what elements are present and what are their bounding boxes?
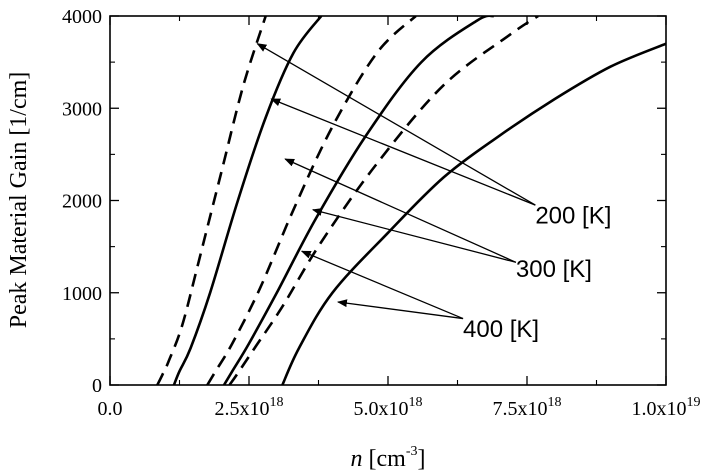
x-tick-label: 2.5x1018 bbox=[215, 395, 284, 420]
annotation-arrow-400-k bbox=[336, 299, 464, 320]
annotation-label-400-k: 400 [K] bbox=[463, 316, 539, 343]
annotation-arrow-300-k bbox=[311, 208, 517, 263]
plot-frame bbox=[109, 15, 667, 386]
annotation-label-200-k: 200 [K] bbox=[535, 202, 611, 229]
y-tick-label: 3000 bbox=[62, 98, 102, 120]
x-axis-title-unit: [cm bbox=[363, 446, 407, 472]
series-line-200-k-dashed bbox=[156, 16, 267, 385]
series-line-300-k-solid bbox=[222, 16, 494, 385]
annotation-arrow-300-k bbox=[284, 158, 517, 263]
series-line-300-k-dashed bbox=[206, 16, 417, 385]
annotation-arrow-200-k bbox=[270, 98, 536, 206]
series-line-400-k-dashed bbox=[228, 16, 539, 385]
y-axis-title: Peak Material Gain [1/cm] bbox=[6, 72, 32, 329]
x-tick-label: 1.0x1019 bbox=[632, 395, 701, 420]
y-tick-label: 2000 bbox=[62, 191, 102, 213]
x-axis-title: n [cm-3] bbox=[351, 444, 426, 472]
y-tick-label: 1000 bbox=[62, 283, 102, 305]
x-axis-title-exponent: -3 bbox=[406, 444, 418, 459]
y-tick-label: 0 bbox=[92, 375, 102, 397]
x-axis-title-close: ] bbox=[417, 446, 425, 472]
series-line-400-k-solid bbox=[281, 42, 666, 385]
tick-layer: 0 1000 2000 3000 4000 0.0 2.5x1018 5.0x1018 7.5x… bbox=[62, 6, 701, 420]
x-tick-label: 7.5x1018 bbox=[493, 395, 562, 420]
series-layer bbox=[156, 16, 666, 385]
x-tick-label: 0.0 bbox=[98, 398, 123, 420]
annotation-arrow-200-k bbox=[256, 43, 536, 206]
annotation-label-300-k: 300 [K] bbox=[516, 256, 592, 283]
x-tick-label: 5.0x1018 bbox=[354, 395, 423, 420]
x-axis-title-var: n bbox=[351, 446, 363, 472]
annotation-arrow-400-k bbox=[300, 250, 464, 320]
annotation-layer: 200 [K] 300 [K] 400 [K] bbox=[256, 43, 611, 343]
y-tick-label: 4000 bbox=[62, 6, 102, 28]
